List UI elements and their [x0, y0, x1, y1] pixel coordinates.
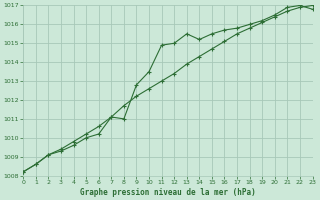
X-axis label: Graphe pression niveau de la mer (hPa): Graphe pression niveau de la mer (hPa)	[80, 188, 256, 197]
